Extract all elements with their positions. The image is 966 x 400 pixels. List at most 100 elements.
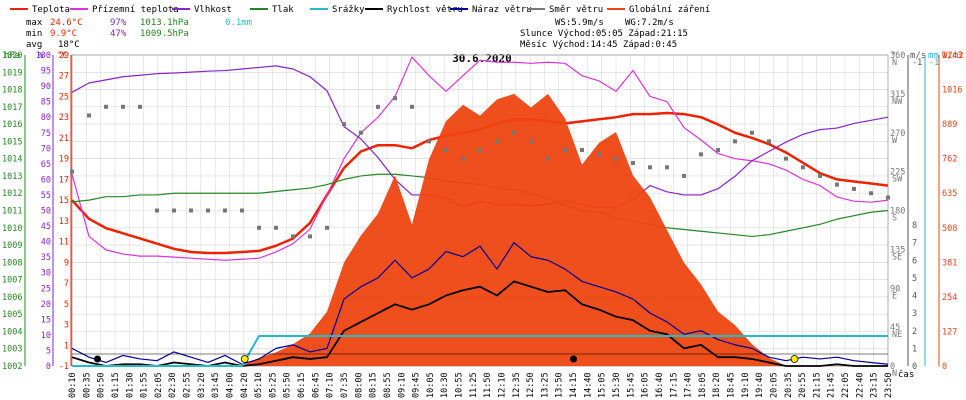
stat-min-label: min xyxy=(26,29,42,39)
x-tick-2: 00:50 xyxy=(97,372,107,398)
tick-hpa-17: 1003 xyxy=(2,345,22,355)
tick-compass-0: N xyxy=(892,58,897,68)
x-tick-27: 10:55 xyxy=(455,372,465,398)
x-tick-6: 02:05 xyxy=(154,372,164,398)
series-winddir-point-16 xyxy=(342,122,346,127)
x-tick-44: 18:05 xyxy=(698,372,708,398)
series-winddir-point-30 xyxy=(580,148,584,153)
legend-label-1: Přízemní teplota xyxy=(92,5,179,15)
tick-compass-3: SW xyxy=(892,175,903,185)
x-tick-29: 11:50 xyxy=(483,372,493,398)
x-tick-4: 01:30 xyxy=(125,372,135,398)
tick-pct-0: 100 xyxy=(36,51,51,61)
x-tick-5: 01:55 xyxy=(140,372,150,398)
tick-degc-2: 25 xyxy=(59,92,69,102)
tick-pct-11: 45 xyxy=(41,222,51,232)
tick-dir-7: 45 xyxy=(890,323,900,333)
tick-wm2-1: 1016 xyxy=(942,86,962,96)
series-winddir-point-41 xyxy=(767,139,771,144)
tick-pct-10: 50 xyxy=(41,207,51,217)
series-winddir-point-35 xyxy=(665,165,669,170)
x-tick-38: 15:30 xyxy=(612,372,622,398)
stat-avg-temp: 18°C xyxy=(58,40,80,50)
tick-pct-15: 25 xyxy=(41,284,51,294)
info-sun: Slunce Východ:05:05 Západ:21:15 xyxy=(520,29,688,39)
tick-pct-12: 40 xyxy=(41,238,51,248)
x-tick-35: 14:15 xyxy=(569,372,579,398)
series-winddir-point-32 xyxy=(614,156,618,161)
tick-degc-9: 11 xyxy=(59,238,69,248)
tick-degc-8: 13 xyxy=(59,217,69,227)
tick-ms-2: 7 xyxy=(912,239,917,249)
tick-ms-1: 8 xyxy=(912,221,917,231)
x-tick-31: 12:35 xyxy=(512,372,522,398)
tick-hpa-16: 1004 xyxy=(2,327,22,337)
tick-compass-8: N xyxy=(892,369,897,379)
tick-degc-13: 3 xyxy=(64,321,69,331)
tick-ms-7: 2 xyxy=(912,327,917,337)
tick-hpa-0: 1020 xyxy=(2,51,22,61)
series-winddir-point-33 xyxy=(631,160,635,165)
tick-degc-11: 7 xyxy=(64,279,69,289)
series-winddir-point-23 xyxy=(461,156,465,161)
tick-hpa-10: 1010 xyxy=(2,224,22,234)
tick-hpa-14: 1006 xyxy=(2,293,22,303)
series-winddir-point-43 xyxy=(801,165,805,170)
series-winddir-point-9 xyxy=(223,208,227,213)
tick-degc-6: 17 xyxy=(59,175,69,185)
series-winddir-point-46 xyxy=(852,186,856,191)
tick-mm-0: -1 xyxy=(929,58,939,68)
series-winddir-point-40 xyxy=(750,130,754,135)
tick-dir-8: 0 xyxy=(890,362,895,372)
legend-label-8: Globální záření xyxy=(629,5,710,15)
x-tick-45: 18:20 xyxy=(712,372,722,398)
series-winddir-point-24 xyxy=(478,148,482,153)
legend-label-3: Tlak xyxy=(272,5,294,15)
tick-dir-4: 180 xyxy=(890,207,905,217)
series-winddir-point-15 xyxy=(325,225,329,230)
tick-hpa-11: 1009 xyxy=(2,241,22,251)
tick-pct-14: 30 xyxy=(41,269,51,279)
x-tick-11: 04:00 xyxy=(225,372,235,398)
moonrise-marker xyxy=(570,355,577,363)
series-layer xyxy=(70,56,890,367)
tick-hpa-1: 1019 xyxy=(2,68,22,78)
tick-pct-5: 75 xyxy=(41,129,51,139)
series-winddir-point-45 xyxy=(835,182,839,187)
tick-degc-10: 9 xyxy=(64,258,69,268)
tick-wm2-0: 1143 xyxy=(942,51,962,61)
x-tick-19: 07:35 xyxy=(340,372,350,398)
tick-dir-6: 90 xyxy=(890,284,900,294)
series-winddir-point-19 xyxy=(393,96,397,101)
chart-title: 30.6.2020 xyxy=(452,52,512,65)
tick-degc-15: -1 xyxy=(59,362,69,372)
x-tick-34: 13:50 xyxy=(555,372,565,398)
axis-title-ms: m/s xyxy=(910,51,926,61)
x-tick-21: 08:15 xyxy=(369,372,379,398)
tick-ms-4: 5 xyxy=(912,274,917,284)
stat-max-label: max xyxy=(26,18,43,28)
x-tick-47: 19:10 xyxy=(741,372,751,398)
tick-pct-4: 80 xyxy=(41,113,51,123)
x-ticks: 00:10 00:35 00:50 01:15 01:30 01:55 02:05 02:30… xyxy=(68,372,894,398)
tick-hpa-2: 1018 xyxy=(2,86,22,96)
x-tick-28: 11:25 xyxy=(469,372,479,398)
x-tick-30: 12:10 xyxy=(497,372,507,398)
tick-wm2-8: 127 xyxy=(942,327,957,337)
tick-ms-6: 3 xyxy=(912,309,917,319)
legend-label-5: Rychlost větru xyxy=(387,5,463,15)
x-tick-14: 05:25 xyxy=(268,372,278,398)
tick-degc-12: 5 xyxy=(64,300,69,310)
info-block: WS:5.9m/s WG:7.2m/s Slunce Východ:05:05 … xyxy=(520,18,688,50)
tick-pct-3: 85 xyxy=(41,98,51,108)
axis-title-pct: % xyxy=(38,51,44,61)
series-winddir-point-37 xyxy=(699,152,703,157)
series-winddir-point-47 xyxy=(869,191,873,196)
tick-hpa-4: 1016 xyxy=(2,120,22,130)
tick-ms-3: 6 xyxy=(912,256,917,266)
tick-pct-13: 35 xyxy=(41,253,51,263)
x-tick-42: 17:15 xyxy=(669,372,679,398)
x-tick-9: 03:20 xyxy=(197,372,207,398)
x-tick-39: 15:45 xyxy=(626,372,636,398)
